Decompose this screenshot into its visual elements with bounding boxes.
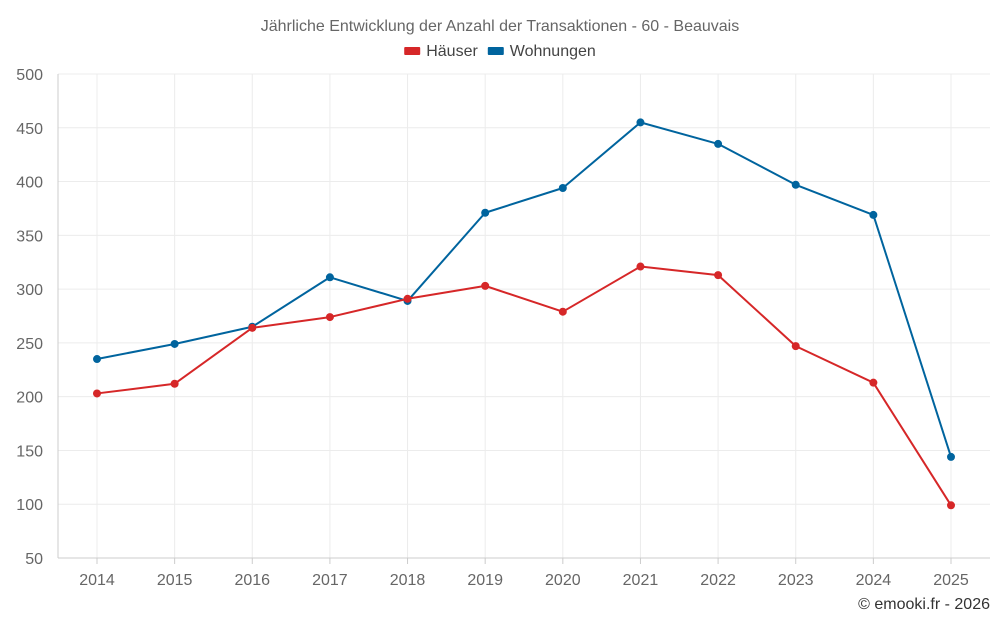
legend: Häuser Wohnungen: [404, 43, 596, 60]
series-line-wohnungen: [96, 121, 952, 458]
legend-item[interactable]: Häuser: [404, 43, 478, 60]
legend-swatch: [487, 47, 504, 55]
y-tick-label: 450: [16, 121, 43, 138]
y-tick-label: 500: [16, 67, 43, 84]
y-tick-label: 50: [25, 551, 43, 568]
series: [93, 118, 955, 510]
y-tick-label: 400: [16, 175, 43, 192]
data-point-haeuser[interactable]: [714, 271, 723, 280]
x-tick-label: 2018: [390, 572, 426, 589]
data-point-wohnungen[interactable]: [93, 355, 101, 364]
legend-label: Häuser: [426, 43, 478, 60]
data-point-haeuser[interactable]: [248, 323, 257, 332]
series-line-haeuser: [96, 265, 952, 506]
data-point-haeuser[interactable]: [325, 313, 334, 322]
x-tick-label: 2024: [856, 572, 892, 589]
x-tick-label: 2022: [700, 572, 736, 589]
legend-swatch: [404, 47, 421, 55]
data-point-haeuser[interactable]: [869, 378, 878, 387]
data-point-haeuser[interactable]: [947, 501, 955, 510]
x-tick-label: 2025: [933, 572, 969, 589]
y-axis: 50 100 150 200 250 300 350 400 450 500: [16, 67, 43, 568]
x-tick-label: 2020: [545, 572, 581, 589]
x-axis: 2014 2015 2016 2017 2018 2019 2020 2021 2022 2023…: [79, 558, 969, 589]
data-point-wohnungen[interactable]: [947, 452, 955, 461]
legend-label: Wohnungen: [510, 43, 596, 60]
x-tick-label: 2023: [778, 572, 814, 589]
data-point-haeuser[interactable]: [403, 294, 412, 303]
y-tick-label: 300: [16, 282, 43, 299]
x-tick-label: 2019: [467, 572, 503, 589]
credit-text: © emooki.fr - 2026: [858, 596, 990, 613]
data-point-haeuser[interactable]: [481, 281, 490, 290]
data-point-wohnungen[interactable]: [791, 180, 800, 189]
x-tick-label: 2021: [623, 572, 659, 589]
data-point-haeuser[interactable]: [93, 389, 101, 398]
y-tick-label: 200: [16, 390, 43, 407]
chart-title: Jährliche Entwicklung der Anzahl der Tra…: [261, 18, 739, 35]
y-tick-label: 100: [16, 497, 43, 514]
legend-item[interactable]: Wohnungen: [487, 43, 596, 60]
x-tick-label: 2017: [312, 572, 348, 589]
data-point-haeuser[interactable]: [558, 307, 567, 316]
data-point-wohnungen[interactable]: [714, 139, 723, 148]
data-point-haeuser[interactable]: [636, 262, 645, 271]
x-tick-label: 2014: [79, 572, 115, 589]
data-point-wohnungen[interactable]: [170, 339, 179, 348]
y-tick-label: 350: [16, 228, 43, 245]
grid: [57, 73, 990, 559]
data-point-wohnungen[interactable]: [325, 273, 334, 282]
y-tick-label: 150: [16, 443, 43, 460]
data-point-haeuser[interactable]: [170, 379, 179, 388]
data-point-haeuser[interactable]: [791, 342, 800, 351]
x-tick-label: 2015: [157, 572, 193, 589]
x-tick-label: 2016: [234, 572, 270, 589]
data-point-wohnungen[interactable]: [558, 184, 567, 193]
series-haeuser: [93, 262, 955, 510]
data-point-wohnungen[interactable]: [869, 210, 878, 219]
data-point-wohnungen[interactable]: [481, 208, 490, 217]
y-tick-label: 250: [16, 336, 43, 353]
series-wohnungen: [93, 118, 955, 461]
data-point-wohnungen[interactable]: [636, 118, 645, 127]
